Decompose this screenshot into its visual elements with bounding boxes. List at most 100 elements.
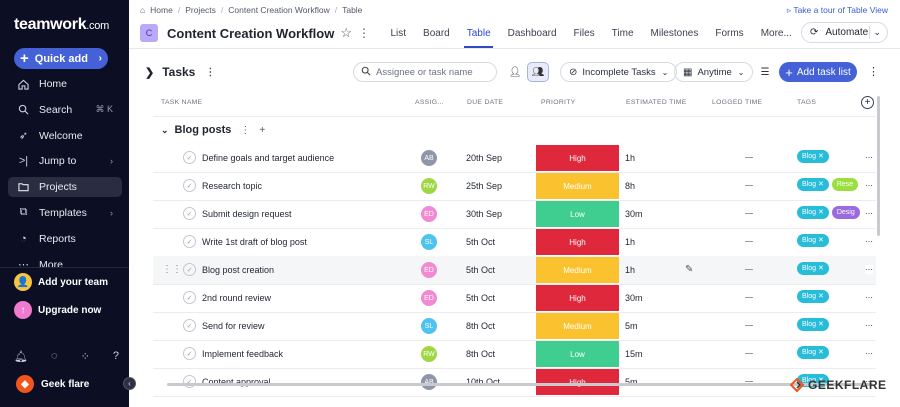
priority-badge[interactable]: Low [536, 341, 619, 367]
column-estimated-time[interactable]: ESTIMATED TIME [626, 99, 687, 106]
quick-add-button[interactable]: + Quick add › [14, 48, 108, 69]
sidebar-item-projects[interactable]: Projects [8, 177, 122, 198]
row-more-icon[interactable]: ⋯ [865, 153, 873, 162]
tag-chip[interactable]: Blog ✕ [797, 206, 829, 219]
task-name[interactable]: Implement feedback [202, 349, 284, 359]
tab-board[interactable]: Board [423, 27, 450, 39]
table-row[interactable]: ✓ Send for review SL 8th Oct Medium 5m Blog ✕ ⋯ [153, 312, 876, 340]
estimated-time[interactable]: 5m [625, 321, 638, 331]
kebab-menu-icon[interactable]: ⋮ [868, 66, 879, 78]
logged-time-empty[interactable] [745, 241, 753, 242]
due-date[interactable]: 8th Oct [466, 321, 496, 331]
help-icon[interactable]: ? [112, 350, 119, 362]
tag-chip[interactable]: Rese [831, 178, 859, 191]
column-task-name[interactable]: TASK NAME [161, 99, 203, 106]
kebab-menu-icon[interactable]: ⋮ [205, 66, 216, 78]
assignee-avatar[interactable]: AB [421, 374, 437, 390]
tag-chip[interactable]: Blog ✕ [797, 234, 829, 247]
breadcrumb-projects[interactable]: Projects [185, 5, 216, 15]
date-filter[interactable]: ▦ Anytime ⌄ [674, 62, 754, 82]
logged-time-empty[interactable] [745, 213, 753, 214]
add-task-list-button[interactable]: + Add task list [779, 62, 857, 82]
row-more-icon[interactable]: ⋯ [865, 377, 873, 386]
tags-cell[interactable]: Blog ✕ [797, 290, 874, 306]
complete-checkbox[interactable]: ✓ [183, 291, 196, 304]
estimated-time[interactable]: 15m [625, 349, 643, 359]
tags-cell[interactable]: Blog ✕ [797, 318, 874, 334]
tag-chip[interactable]: Blog ✕ [797, 290, 829, 303]
priority-badge[interactable]: Medium [536, 173, 619, 199]
estimated-time[interactable]: 1h [625, 265, 636, 275]
sidebar-item-reports[interactable]: ◔ Reports [8, 229, 122, 249]
priority-badge[interactable]: Medium [536, 257, 619, 283]
table-row[interactable]: ✓ Research topic RW 25th Sep Medium 8h Blog ✕ R… [153, 172, 876, 200]
complete-checkbox[interactable]: ✓ [183, 151, 196, 164]
tags-cell[interactable]: Blog ✕ [797, 346, 874, 362]
tab-table[interactable]: Table [458, 23, 499, 48]
tag-chip[interactable]: Desig [831, 206, 860, 219]
automate-button[interactable]: ⟳ Automate ⌄ [801, 22, 888, 43]
table-row[interactable]: ⋮⋮ ✓ Blog post creation ED 5th Oct Medium 1h ✎ B… [153, 256, 876, 284]
logged-time-empty[interactable] [745, 157, 753, 158]
due-date[interactable]: 5th Oct [466, 293, 496, 303]
apps-grid-icon[interactable]: ⁘ [80, 351, 90, 363]
tab-list[interactable]: List [390, 27, 407, 39]
task-name[interactable]: Write 1st draft of blog post [202, 237, 307, 247]
column-priority[interactable]: PRIORITY [541, 99, 576, 106]
logged-time-empty[interactable] [745, 381, 753, 382]
sidebar-item-home[interactable]: Home [8, 74, 122, 94]
task-name[interactable]: Define goals and target audience [202, 153, 335, 163]
priority-badge[interactable]: Low [536, 201, 619, 227]
tab-forms[interactable]: Forms [715, 27, 744, 39]
task-status-filter[interactable]: ⊘ Incomplete Tasks ⌄ [560, 62, 678, 82]
chevron-down-icon[interactable]: ⌄ [873, 27, 881, 37]
task-name[interactable]: Send for review [202, 321, 265, 331]
task-name[interactable]: Blog post creation [202, 265, 275, 275]
table-row[interactable]: ✓ Implement feedback RW 8th Oct Low 15m Blog ✕… [153, 340, 876, 368]
search-input[interactable]: Assignee or task name [353, 62, 497, 82]
sidebar-item-search[interactable]: Search ⌘ K [8, 100, 122, 120]
tag-chip[interactable]: Blog ✕ [797, 150, 829, 163]
row-more-icon[interactable]: ⋯ [865, 265, 873, 274]
priority-badge[interactable]: High [536, 369, 619, 395]
drag-handle-icon[interactable]: ⋮⋮ [162, 264, 182, 275]
complete-checkbox[interactable]: ✓ [183, 207, 196, 220]
due-date[interactable]: 20th Sep [466, 153, 503, 163]
priority-badge[interactable]: Medium [536, 313, 619, 339]
tab-more[interactable]: More... [760, 27, 792, 39]
complete-checkbox[interactable]: ✓ [183, 179, 196, 192]
horizontal-scrollbar[interactable] [167, 383, 873, 386]
row-more-icon[interactable]: ⋯ [865, 349, 873, 358]
row-more-icon[interactable]: ⋯ [865, 321, 873, 330]
complete-checkbox[interactable]: ✓ [183, 375, 196, 388]
chat-icon[interactable]: ◌ [51, 350, 58, 362]
tab-dashboard[interactable]: Dashboard [507, 27, 557, 39]
sidebar-item-jump-to[interactable]: >| Jump to › [8, 151, 122, 171]
add-team-button[interactable]: 👤 Add your team [14, 273, 108, 291]
tag-chip[interactable]: Blog ✕ [797, 346, 829, 359]
assignee-avatar[interactable]: ED [421, 206, 437, 222]
teamwork-logo[interactable]: teamwork.com [14, 16, 109, 34]
tab-time[interactable]: Time [611, 27, 634, 39]
assignee-avatar[interactable]: SL [421, 318, 437, 334]
due-date[interactable]: 5th Oct [466, 237, 496, 247]
complete-checkbox[interactable]: ✓ [183, 319, 196, 332]
row-more-icon[interactable]: ⋯ [865, 181, 873, 190]
column-logged-time[interactable]: LOGGED TIME [712, 99, 763, 106]
table-row[interactable]: ✓ 2nd round review ED 5th Oct High 30m Blog ✕ ⋯ [153, 284, 876, 312]
estimated-time[interactable]: 8h [625, 181, 636, 191]
edit-pencil-icon[interactable]: ✎ [685, 264, 694, 275]
complete-checkbox[interactable]: ✓ [183, 263, 196, 276]
assignee-avatar[interactable]: RW [421, 346, 437, 362]
user-profile[interactable]: ◆ Geek flare [16, 375, 89, 393]
chevron-down-icon[interactable]: ⌄ [161, 124, 169, 135]
assignee-avatar[interactable]: RW [421, 178, 437, 194]
logged-time-empty[interactable] [745, 269, 753, 270]
column-due-date[interactable]: DUE DATE [467, 99, 504, 106]
logged-time-empty[interactable] [745, 297, 753, 298]
row-more-icon[interactable]: ⋯ [865, 209, 873, 218]
complete-checkbox[interactable]: ✓ [183, 347, 196, 360]
breadcrumb-project[interactable]: Content Creation Workflow [228, 5, 330, 15]
tour-link[interactable]: ▹ Take a tour of Table View [787, 5, 888, 16]
chevron-right-icon[interactable]: ❯ [145, 66, 155, 79]
